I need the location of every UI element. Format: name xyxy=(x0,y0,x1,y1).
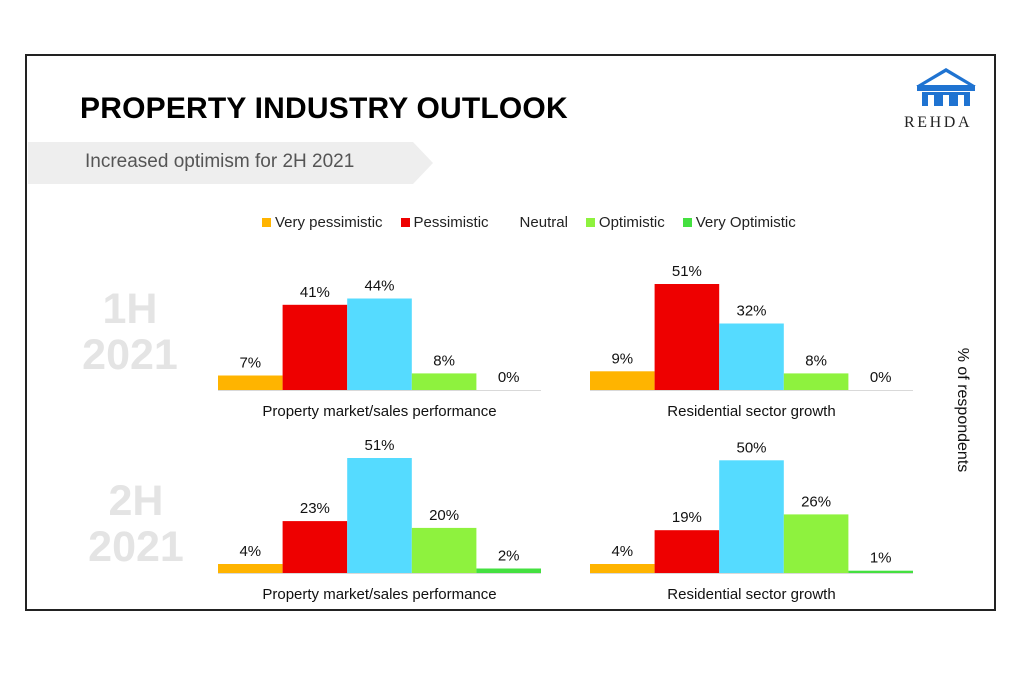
row-label-line2: 2021 xyxy=(88,523,184,571)
page-title: PROPERTY INDUSTRY OUTLOOK xyxy=(80,92,568,125)
data-label: 9% xyxy=(611,350,633,367)
logo-roof xyxy=(916,68,976,86)
subtitle-banner xyxy=(28,142,433,184)
bar-optimistic xyxy=(411,373,477,390)
bar-pessimistic xyxy=(282,521,348,573)
legend-item-very-optimistic: Very Optimistic xyxy=(682,214,796,231)
legend-label: Very pessimistic xyxy=(275,214,383,231)
data-label: 32% xyxy=(736,303,766,320)
data-label: 1% xyxy=(870,550,892,567)
data-label: 2% xyxy=(498,548,520,565)
data-label: 44% xyxy=(364,278,394,295)
banner-shape xyxy=(28,142,433,184)
legend-label: Neutral xyxy=(519,214,568,231)
row-label-line1: 2H xyxy=(108,477,164,525)
legend-swatch xyxy=(682,218,692,227)
bar-pessimistic xyxy=(654,530,720,573)
data-label: 0% xyxy=(498,369,520,386)
legend-swatch xyxy=(585,218,595,227)
bar-optimistic xyxy=(411,527,477,573)
data-label: 0% xyxy=(870,369,892,386)
data-label: 41% xyxy=(300,284,330,301)
bar-very-pessimistic xyxy=(590,371,655,390)
data-label: 19% xyxy=(672,509,702,526)
legend-label: Optimistic xyxy=(598,214,665,231)
legend-item-optimistic: Optimistic xyxy=(585,214,665,231)
bar-very-pessimistic xyxy=(218,564,283,573)
logo-mark xyxy=(916,68,976,106)
row-label-line1: 1H xyxy=(102,285,158,333)
bar-pessimistic xyxy=(282,304,348,390)
row-label-line2: 2021 xyxy=(82,331,178,379)
data-label: 20% xyxy=(429,507,459,524)
data-label: 8% xyxy=(433,352,455,369)
chart-title: Property market/sales performance xyxy=(262,403,496,420)
bar-neutral xyxy=(719,460,784,573)
bar-neutral xyxy=(347,458,412,573)
data-label: 26% xyxy=(801,493,831,510)
logo-window-2 xyxy=(943,95,949,106)
bar-optimistic xyxy=(783,373,849,390)
logo-text: REHDA xyxy=(904,114,973,131)
logo-window-1 xyxy=(928,95,934,106)
bar-neutral xyxy=(347,298,412,390)
bar-very-pessimistic xyxy=(590,564,655,573)
data-label: 4% xyxy=(239,543,261,560)
legend-label: Pessimistic xyxy=(413,214,489,231)
bar-pessimistic xyxy=(654,284,720,390)
house-logo-icon xyxy=(916,68,976,106)
bar-very-pessimistic xyxy=(218,375,283,390)
data-label: 51% xyxy=(364,437,394,454)
bar-neutral xyxy=(719,323,784,390)
data-label: 8% xyxy=(805,352,827,369)
legend-item-very-pessimistic: Very pessimistic xyxy=(262,214,383,231)
bar-optimistic xyxy=(783,514,849,573)
chart-title: Residential sector growth xyxy=(667,586,835,603)
data-label: 50% xyxy=(736,439,766,456)
row-label-2h-2021: 2H 2021 xyxy=(76,478,196,570)
data-label: 23% xyxy=(300,500,330,517)
chart-title: Residential sector growth xyxy=(667,403,835,420)
page-subtitle: Increased optimism for 2H 2021 xyxy=(85,151,355,172)
logo-eave xyxy=(917,85,975,91)
legend-item-neutral: Neutral xyxy=(507,214,568,231)
chart-legend: Very pessimistic Pessimistic Neutral Opt… xyxy=(262,214,814,231)
legend-swatch xyxy=(262,218,271,227)
legend-item-pessimistic: Pessimistic xyxy=(400,214,489,231)
logo-window-3 xyxy=(958,95,964,106)
legend-label: Very Optimistic xyxy=(695,214,796,231)
row-label-1h-2021: 1H 2021 xyxy=(70,286,190,378)
data-label: 7% xyxy=(239,355,261,372)
data-label: 4% xyxy=(611,543,633,560)
chart-title: Property market/sales performance xyxy=(262,586,496,603)
legend-swatch xyxy=(400,218,410,227)
data-label: 51% xyxy=(672,263,702,280)
bar-very-optimistic xyxy=(476,568,541,573)
bar-very-optimistic xyxy=(848,570,913,573)
